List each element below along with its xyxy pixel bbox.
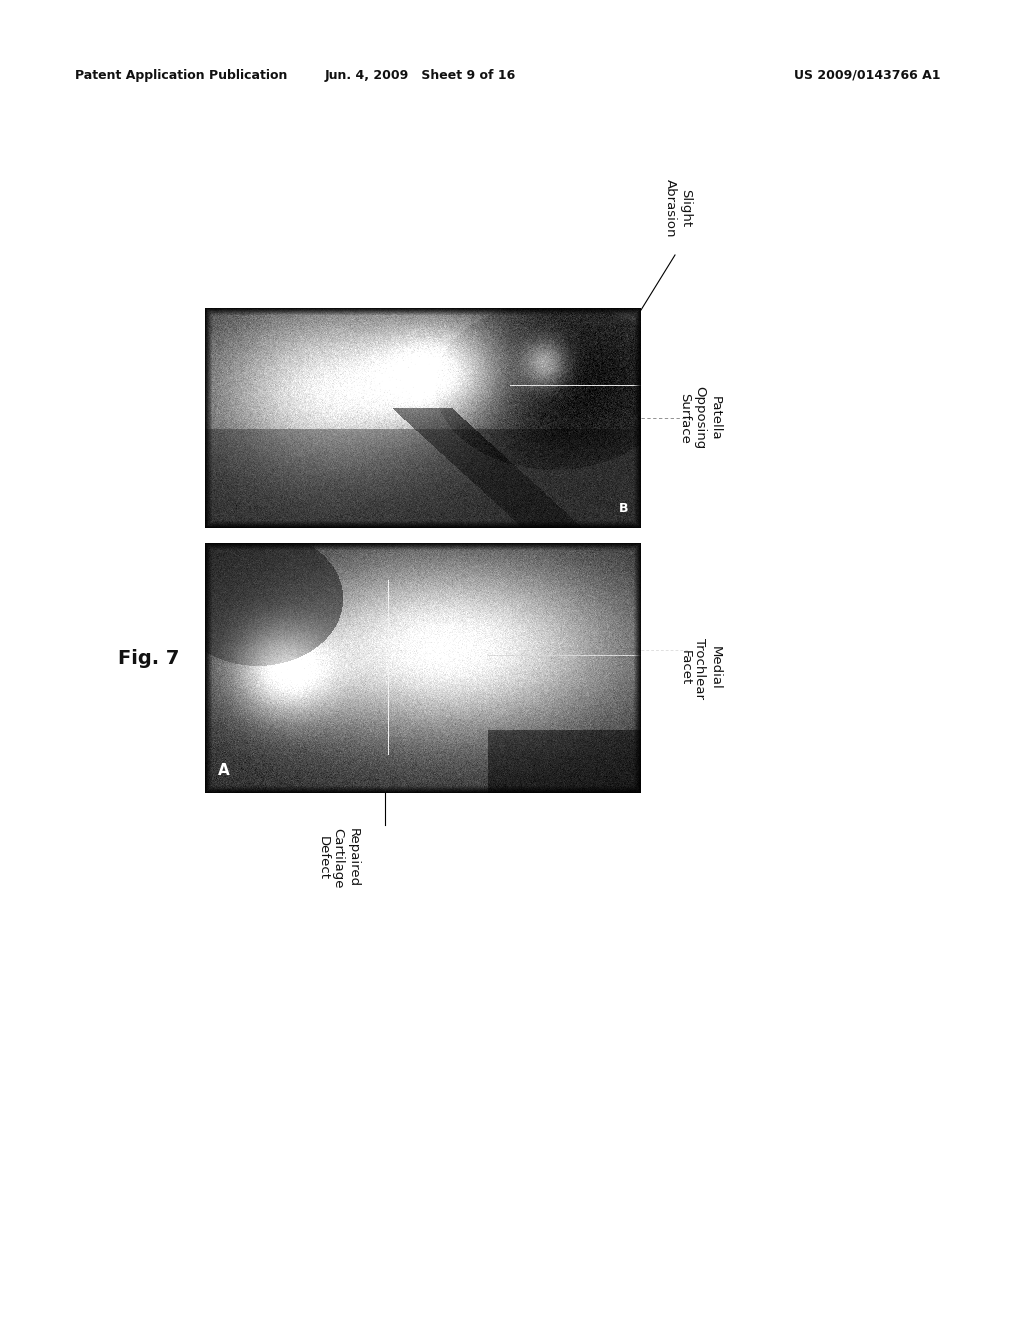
Text: B: B — [618, 502, 628, 515]
Text: Patella
Opposing
Surface: Patella Opposing Surface — [679, 387, 722, 450]
Text: Repaired
Cartilage
Defect: Repaired Cartilage Defect — [316, 828, 359, 888]
Text: Jun. 4, 2009   Sheet 9 of 16: Jun. 4, 2009 Sheet 9 of 16 — [325, 69, 516, 82]
Text: Patent Application Publication: Patent Application Publication — [75, 69, 288, 82]
Text: Slight
Abrasion: Slight Abrasion — [664, 178, 692, 238]
Text: US 2009/0143766 A1: US 2009/0143766 A1 — [794, 69, 940, 82]
Text: Fig. 7: Fig. 7 — [118, 648, 179, 668]
Text: Medial
Trochlear
Facet: Medial Trochlear Facet — [679, 638, 722, 698]
Text: A: A — [218, 763, 229, 777]
